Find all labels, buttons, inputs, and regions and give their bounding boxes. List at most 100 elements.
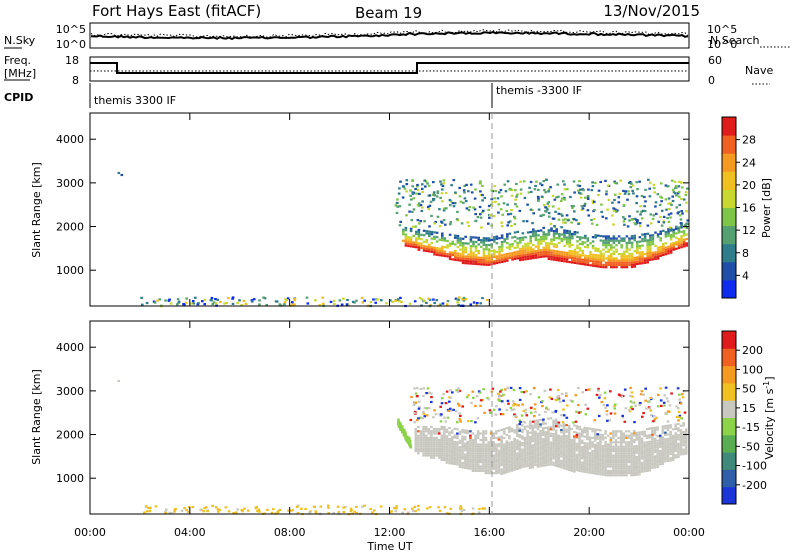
echo-cell	[471, 452, 475, 455]
echo-cell	[521, 461, 524, 464]
upper-echo-cell	[548, 215, 551, 218]
isolated-echo-cell	[120, 173, 124, 177]
echo-cell	[563, 231, 566, 234]
upper-vel-cell	[465, 396, 469, 399]
echo-cell	[593, 459, 597, 462]
echo-cell	[463, 455, 467, 458]
echo-cell	[524, 247, 527, 250]
echo-cell	[409, 238, 413, 241]
upper-echo-cell	[669, 212, 673, 215]
echo-cell	[450, 436, 454, 439]
ground-vel-cell	[145, 510, 149, 513]
echo-cell	[674, 449, 678, 452]
echo-cell	[474, 458, 477, 461]
echo-cell	[432, 430, 436, 433]
echo-cell	[636, 258, 639, 261]
echo-cell	[547, 455, 550, 458]
echo-cell	[469, 253, 473, 256]
echo-cell	[438, 247, 441, 250]
echo-cell	[601, 473, 605, 476]
upper-echo-cell	[449, 200, 453, 203]
echo-cell	[578, 463, 581, 466]
echo-cell	[584, 237, 587, 240]
echo-cell	[508, 248, 512, 251]
echo-cell	[638, 473, 641, 476]
upper-vel-cell	[534, 410, 537, 413]
echo-cell	[651, 460, 654, 463]
echo-cell	[518, 445, 522, 448]
echo-cell	[537, 245, 540, 248]
echo-cell	[526, 456, 529, 459]
echo-cell	[612, 454, 615, 457]
ground-echo-cell	[191, 300, 195, 303]
echo-cell	[656, 439, 659, 442]
echo-cell	[461, 446, 464, 449]
upper-echo-cell	[497, 211, 500, 214]
echo-cell	[646, 250, 649, 253]
echo-cell	[461, 457, 464, 460]
echo-cell	[500, 442, 503, 445]
echo-cell	[531, 426, 535, 429]
echo-cell	[679, 448, 683, 452]
echo-cell	[528, 442, 532, 445]
upper-echo-cell	[483, 196, 487, 199]
echo-cell	[456, 432, 459, 435]
echo-cell	[661, 425, 665, 428]
echo-cell	[619, 458, 623, 461]
upper-vel-cell	[543, 389, 547, 392]
upper-vel-cell	[458, 412, 461, 415]
echo-cell	[549, 443, 553, 446]
echo-cell	[450, 453, 454, 456]
upper-echo-cell	[438, 208, 441, 211]
echo-cell	[658, 452, 662, 455]
echo-cell	[456, 254, 460, 257]
echo-cell	[515, 463, 519, 466]
echo-cell	[659, 230, 662, 233]
ground-echo-cell	[164, 299, 167, 302]
upper-echo-cell	[638, 222, 642, 225]
echo-cell	[437, 443, 441, 446]
echo-cell	[440, 428, 444, 431]
echo-cell	[432, 447, 436, 450]
echo-cell	[632, 434, 636, 437]
echo-cell	[658, 456, 662, 459]
echo-cell	[458, 446, 462, 449]
upper-vel-cell	[645, 407, 648, 410]
echo-cell	[562, 460, 566, 463]
echo-cell	[627, 454, 631, 457]
upper-vel-cell	[585, 388, 588, 392]
upper-echo-cell	[564, 218, 567, 221]
echo-cell	[480, 256, 483, 259]
ground-echo-cell	[394, 299, 397, 303]
upper-echo-cell	[626, 198, 629, 201]
echo-cell	[479, 458, 483, 461]
echo-cell	[536, 450, 540, 453]
echo-cell	[617, 235, 621, 238]
echo-cell	[625, 241, 629, 245]
echo-cell	[661, 460, 665, 463]
echo-cell	[604, 460, 607, 464]
echo-cell	[531, 435, 535, 438]
upper-echo-cell	[652, 183, 656, 186]
echo-cell	[544, 462, 548, 465]
echo-cell	[643, 443, 646, 446]
echo-cell	[518, 442, 522, 445]
echo-cell	[552, 258, 556, 261]
ground-vel-cell	[373, 509, 376, 512]
upper-echo-cell	[515, 205, 519, 208]
ground-echo-cell	[413, 300, 417, 303]
echo-cell	[526, 429, 529, 432]
echo-cell	[625, 463, 628, 466]
echo-cell	[523, 441, 527, 444]
upper-vel-cell	[483, 411, 486, 414]
upper-vel-cell	[525, 390, 528, 393]
echo-cell	[547, 417, 550, 420]
upper-echo-cell	[479, 213, 482, 216]
echo-cell	[578, 262, 582, 265]
upper-echo-cell	[411, 210, 414, 213]
echo-cell	[617, 441, 620, 444]
upper-echo-cell	[540, 195, 544, 198]
echo-cell	[495, 259, 499, 262]
echo-cell	[539, 438, 542, 441]
echo-cell	[464, 235, 467, 238]
